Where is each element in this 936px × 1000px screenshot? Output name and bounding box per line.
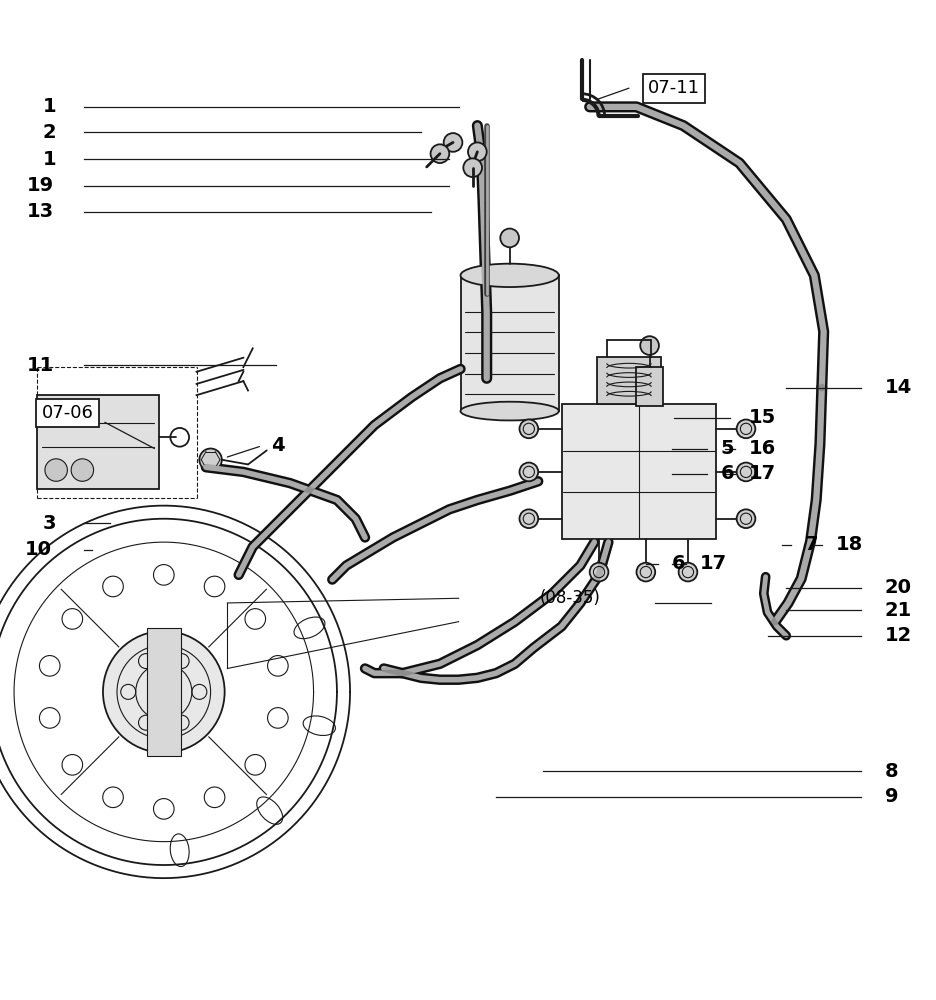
- Circle shape: [71, 459, 94, 481]
- Ellipse shape: [461, 264, 559, 287]
- Text: 2: 2: [42, 123, 56, 142]
- Circle shape: [640, 336, 659, 355]
- Circle shape: [519, 420, 538, 438]
- Text: 07-06: 07-06: [41, 404, 94, 422]
- Circle shape: [45, 401, 67, 423]
- Circle shape: [737, 463, 755, 481]
- Circle shape: [71, 401, 94, 423]
- Circle shape: [737, 509, 755, 528]
- Text: 9: 9: [885, 787, 898, 806]
- Text: (08-35): (08-35): [540, 589, 601, 607]
- Text: 5: 5: [721, 439, 735, 458]
- Text: 21: 21: [885, 601, 912, 620]
- Text: 17: 17: [749, 464, 776, 483]
- Circle shape: [519, 463, 538, 481]
- Bar: [562, 404, 716, 539]
- Circle shape: [636, 563, 655, 581]
- Circle shape: [444, 133, 462, 152]
- Bar: [147, 628, 181, 756]
- Text: 12: 12: [885, 626, 912, 645]
- Bar: [37, 395, 159, 489]
- Text: 07-11: 07-11: [648, 79, 700, 97]
- Text: 18: 18: [836, 535, 863, 554]
- Circle shape: [463, 158, 482, 177]
- Circle shape: [45, 459, 67, 481]
- Circle shape: [679, 563, 697, 581]
- Text: 14: 14: [885, 378, 912, 397]
- Bar: [461, 275, 559, 411]
- Circle shape: [519, 509, 538, 528]
- Text: 17: 17: [700, 554, 727, 573]
- Bar: [636, 367, 663, 406]
- Text: 7: 7: [805, 535, 818, 554]
- Text: 19: 19: [27, 176, 54, 195]
- Text: 10: 10: [24, 540, 51, 559]
- Text: 15: 15: [749, 408, 776, 427]
- Circle shape: [431, 144, 449, 163]
- Text: 6: 6: [721, 464, 735, 483]
- Text: 1: 1: [42, 150, 56, 169]
- Text: 11: 11: [27, 356, 54, 375]
- Circle shape: [199, 449, 222, 471]
- Circle shape: [737, 420, 755, 438]
- Circle shape: [103, 631, 225, 753]
- Text: 3: 3: [43, 514, 56, 533]
- Text: 6: 6: [672, 554, 686, 573]
- Text: 20: 20: [885, 578, 912, 597]
- Circle shape: [500, 229, 519, 247]
- Circle shape: [590, 563, 608, 581]
- Text: 8: 8: [885, 762, 899, 781]
- Ellipse shape: [461, 402, 559, 420]
- Text: 16: 16: [749, 439, 776, 458]
- Bar: [597, 357, 661, 404]
- Text: 4: 4: [271, 436, 285, 455]
- Text: 13: 13: [27, 202, 54, 221]
- Circle shape: [468, 142, 487, 161]
- Text: 1: 1: [42, 97, 56, 116]
